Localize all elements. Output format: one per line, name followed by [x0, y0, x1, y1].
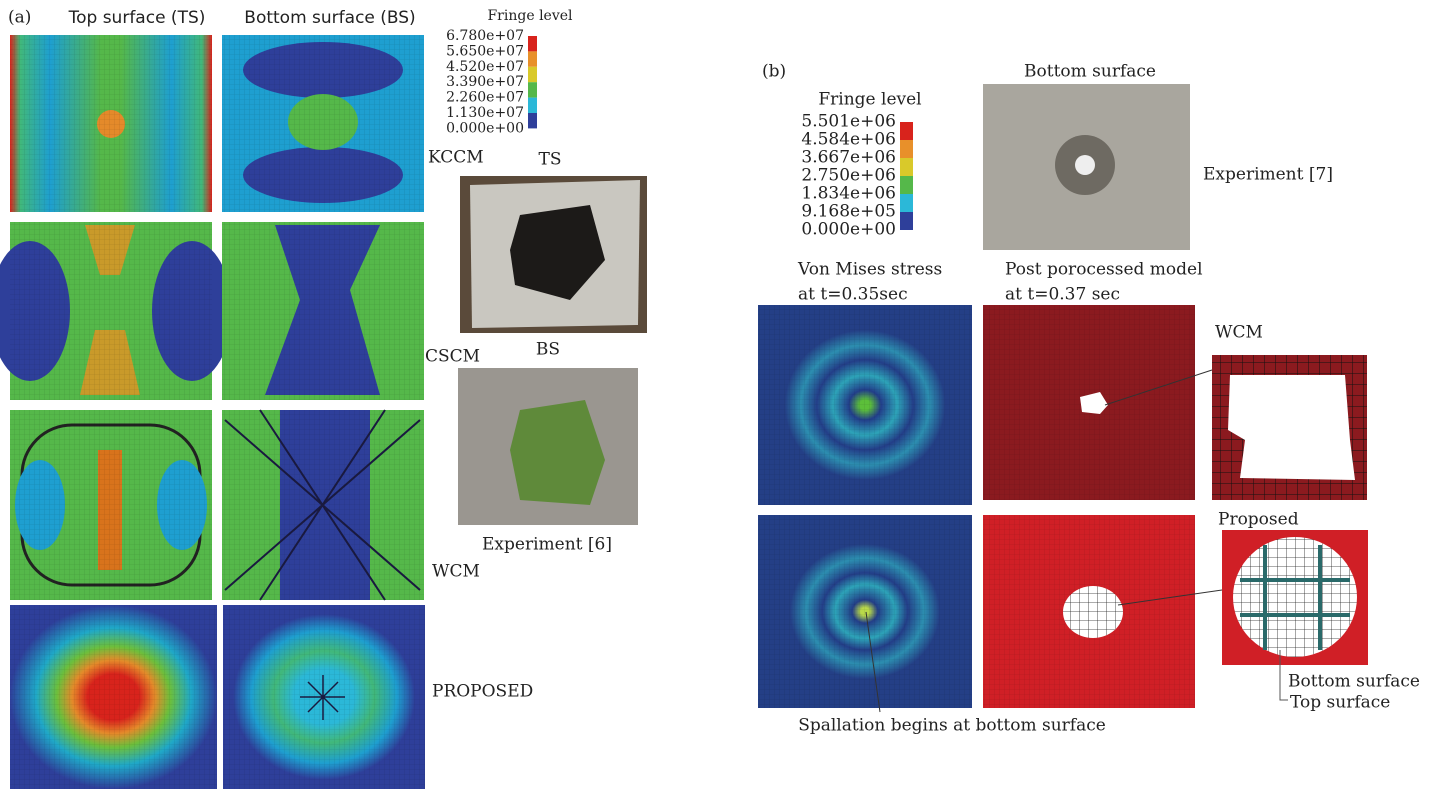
fringe-color	[528, 36, 537, 51]
fringe-color	[900, 122, 913, 140]
mesh	[758, 305, 972, 505]
fringe-level: 3.667e+06	[801, 148, 896, 168]
fringe-color	[900, 140, 913, 158]
mesh	[758, 515, 972, 708]
column-header: at t=0.35sec	[798, 285, 908, 305]
fringe-level: 5.501e+06	[801, 112, 896, 132]
mesh	[222, 410, 424, 600]
fringe-level: 2.260e+07	[446, 90, 524, 106]
fringe-level: 0.000e+00	[801, 220, 896, 240]
row-label: PROPOSED	[432, 682, 533, 702]
fringe-color	[528, 113, 537, 128]
column-header: at t=0.37 sec	[1005, 285, 1120, 305]
fringe-color	[528, 82, 537, 97]
row-label: CSCM	[425, 347, 480, 367]
fringe-level: 4.584e+06	[801, 130, 896, 150]
zoom-hole	[1233, 537, 1357, 657]
mesh	[10, 222, 212, 400]
photo-hole	[1075, 155, 1095, 175]
fringe-level: 3.390e+07	[446, 74, 524, 90]
fringe-level: 1.834e+06	[801, 184, 896, 204]
column-header: Von Mises stress	[797, 260, 942, 280]
sim-hole	[1063, 586, 1123, 638]
row-label: KCCM	[428, 148, 484, 168]
photo-title: Bottom surface	[1024, 62, 1156, 82]
zoom-label: WCM	[1215, 323, 1263, 343]
fringe-color	[900, 176, 913, 194]
fringe-title: Fringe level	[818, 90, 921, 110]
fringe-bar: 6.780e+075.650e+074.520e+073.390e+072.26…	[446, 28, 537, 136]
photo-label: TS	[539, 150, 562, 170]
fringe-color	[528, 98, 537, 113]
fringe-level: 4.520e+07	[446, 59, 524, 75]
fringe-level: 9.168e+05	[801, 202, 896, 222]
panel-label: (b)	[762, 62, 786, 82]
fringe-color	[900, 194, 913, 212]
column-header: Bottom surface (BS)	[244, 8, 415, 28]
fringe-color	[900, 158, 913, 176]
mesh	[10, 35, 212, 212]
fringe-level: 0.000e+00	[446, 120, 524, 136]
figure: (a) Top surface (TS) Bottom surface (BS)…	[0, 0, 1441, 789]
experiment-label: Experiment [7]	[1203, 165, 1333, 185]
fringe-level: 2.750e+06	[801, 166, 896, 186]
zoom-label: Proposed	[1218, 510, 1299, 530]
fringe-color	[528, 51, 537, 66]
mesh	[222, 222, 424, 400]
fringe-level: 5.650e+07	[446, 43, 524, 59]
row-label: WCM	[432, 562, 480, 582]
experiment-label: Experiment [6]	[482, 535, 612, 555]
fringe-color	[900, 212, 913, 230]
panel-label: (a)	[8, 8, 31, 28]
surface-label: Bottom surface	[1288, 672, 1420, 692]
zoom-hole	[1228, 375, 1355, 480]
fringe-title: Fringe level	[487, 8, 573, 24]
annotation: Spallation begins at bottom surface	[798, 716, 1106, 736]
column-header: Post porocessed model	[1005, 260, 1203, 280]
fringe-color	[528, 67, 537, 82]
fringe-level: 6.780e+07	[446, 28, 524, 44]
mesh	[223, 605, 425, 789]
fringe-bar: 5.501e+064.584e+063.667e+062.750e+061.83…	[801, 112, 913, 240]
column-header: Top surface (TS)	[68, 8, 206, 28]
page: (a) Top surface (TS) Bottom surface (BS)…	[0, 0, 1441, 793]
mesh	[10, 410, 212, 600]
photo-label: BS	[536, 340, 560, 360]
mesh	[10, 605, 217, 789]
mesh	[222, 35, 424, 212]
surface-label: Top surface	[1290, 693, 1390, 713]
fringe-level: 1.130e+07	[446, 105, 524, 121]
